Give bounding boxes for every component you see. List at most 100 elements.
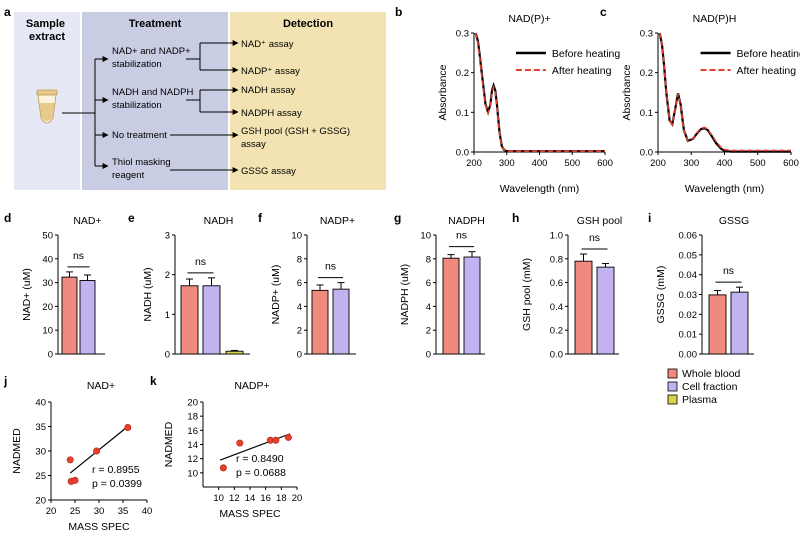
y-tick-label: 0 <box>165 350 170 361</box>
sample-header-line-2: extract <box>29 31 65 43</box>
y-tick-label: 0.0 <box>640 148 653 159</box>
treatment-header: Treatment <box>129 18 182 30</box>
y-tick-label: 8 <box>297 254 302 265</box>
bar-whole-blood <box>61 276 78 355</box>
sample-tube-icon <box>36 89 58 124</box>
chart-d: NAD+ 0 10 20 30 40 50 NAD+ (uM) ns <box>21 215 105 361</box>
chart-title: NAD+ <box>73 215 101 227</box>
stat-label: r = 0.8490 <box>236 453 284 465</box>
bar-whole-blood <box>311 289 329 355</box>
y-axis-title: NADH (uM) <box>142 267 154 321</box>
y-tick-label: 6 <box>426 278 431 289</box>
chart-title: GSSG <box>719 215 749 227</box>
y-tick-label: 0.3 <box>456 29 469 40</box>
panel-label-f: f <box>258 211 263 225</box>
y-tick-label: 30 <box>35 447 46 458</box>
x-tick-label: 12 <box>229 493 240 504</box>
y-tick-label: 35 <box>35 422 46 433</box>
x-tick-label: 600 <box>597 158 613 169</box>
y-tick-label: 0.6 <box>550 278 563 289</box>
y-tick-label: 18 <box>187 412 198 423</box>
y-tick-label: 0.03 <box>679 290 698 301</box>
y-tick-label: 20 <box>42 302 53 313</box>
y-tick-label: 0.06 <box>679 231 698 242</box>
bar-whole-blood <box>442 257 460 355</box>
legend-swatch-plasma <box>667 394 678 405</box>
chart-h: GSH pool 0.0 0.2 0.4 0.6 0.8 1.0 GSH pool (mM) n… <box>521 215 622 361</box>
y-tick-label: 50 <box>42 231 53 242</box>
x-tick-label: 300 <box>683 158 699 169</box>
legend-label-cell-fraction: Cell fraction <box>682 381 738 393</box>
x-tick-label: 600 <box>783 158 799 169</box>
y-tick-label: 0.2 <box>640 68 653 79</box>
bar-cell-fraction <box>79 280 96 355</box>
chart-k: NADP+ 10 12 14 16 18 20 10 12 14 16 18 20 MASS SPEC NA… <box>163 380 302 520</box>
detection-label: NADH assay <box>241 85 296 96</box>
panel-label-c: c <box>600 5 607 19</box>
scatter-point <box>272 436 280 444</box>
x-axis-title: MASS SPEC <box>68 521 130 533</box>
y-axis-title: Absorbance <box>621 64 633 120</box>
chart-title: NAD+ <box>87 380 115 392</box>
y-tick-label: 25 <box>35 471 46 482</box>
y-tick-label: 2 <box>426 326 431 337</box>
panel-label-g: g <box>394 211 401 225</box>
y-axis-title: NADPH (uM) <box>399 264 411 325</box>
stat-label: p = 0.0688 <box>236 467 286 479</box>
detection-label: NADP⁺ assay <box>241 66 300 77</box>
legend-swatch-cell-fraction <box>667 381 678 392</box>
x-tick-label: 18 <box>276 493 287 504</box>
y-tick-label: 0.00 <box>679 350 698 361</box>
chart-j: NAD+ 20 25 30 35 40 20 25 30 35 40 MASS SPEC NADMED r… <box>11 380 152 533</box>
y-tick-label: 10 <box>187 468 198 479</box>
y-tick-label: 4 <box>297 302 302 313</box>
y-tick-label: 3 <box>165 231 170 242</box>
legend-label: After heating <box>552 65 612 77</box>
chart-c: NAD(P)H 0.0 0.1 0.2 0.3 200 300 400 500 600 Wavele… <box>621 13 800 195</box>
y-tick-label: 1 <box>165 310 170 321</box>
bar-cell-fraction <box>463 256 481 355</box>
treatment-label: No treatment <box>112 130 167 141</box>
bar-cell-fraction <box>596 266 615 355</box>
y-tick-label: 2 <box>297 326 302 337</box>
panel-label-i: i <box>648 211 651 225</box>
chart-title: NADP+ <box>234 380 269 392</box>
treatment-label: Thiol masking reagent <box>112 157 171 181</box>
panel-label-j: j <box>3 374 7 388</box>
scatter-point <box>71 476 79 484</box>
y-tick-label: 16 <box>187 426 198 437</box>
chart-g: NADPH 0 2 4 6 8 10 NADPH (uM) ns <box>399 215 485 361</box>
x-tick-label: 25 <box>70 506 81 517</box>
y-tick-label: 8 <box>426 254 431 265</box>
y-axis-title: GSH pool (mM) <box>521 258 533 331</box>
x-tick-label: 400 <box>717 158 733 169</box>
y-axis-title: NAD+ (uM) <box>21 268 33 321</box>
y-axis-title: NADMED <box>11 428 23 474</box>
treatment-label: NAD+ and NADP+ stabilization <box>112 46 191 70</box>
stat-label: r = 0.8955 <box>92 464 140 476</box>
legend-label-plasma: Plasma <box>682 394 717 406</box>
x-tick-label: 500 <box>750 158 766 169</box>
y-tick-label: 20 <box>187 398 198 409</box>
y-tick-label: 0.04 <box>679 270 698 281</box>
scatter-point <box>66 456 74 464</box>
y-tick-label: 0.02 <box>679 310 698 321</box>
y-tick-label: 6 <box>297 278 302 289</box>
scatter-point <box>236 439 244 447</box>
y-tick-label: 0.0 <box>456 148 469 159</box>
y-tick-label: 20 <box>35 496 46 507</box>
y-tick-label: 10 <box>420 231 431 242</box>
y-tick-label: 0.05 <box>679 250 698 261</box>
y-tick-label: 0.2 <box>456 68 469 79</box>
workflow-schematic: Sample extract Treatment Detection NAD+ … <box>14 12 386 190</box>
panel-label-a: a <box>4 5 11 19</box>
x-tick-label: 14 <box>245 493 256 504</box>
panel-label-b: b <box>395 5 402 19</box>
sample-header-line-1: Sample <box>26 18 65 30</box>
significance-label: ns <box>456 230 467 242</box>
panel-label-h: h <box>512 211 519 225</box>
bar-cell-fraction <box>202 285 221 355</box>
treatment-label: NADH and NADPH stabilization <box>112 87 193 111</box>
x-axis-title: Wavelength (nm) <box>685 183 765 195</box>
